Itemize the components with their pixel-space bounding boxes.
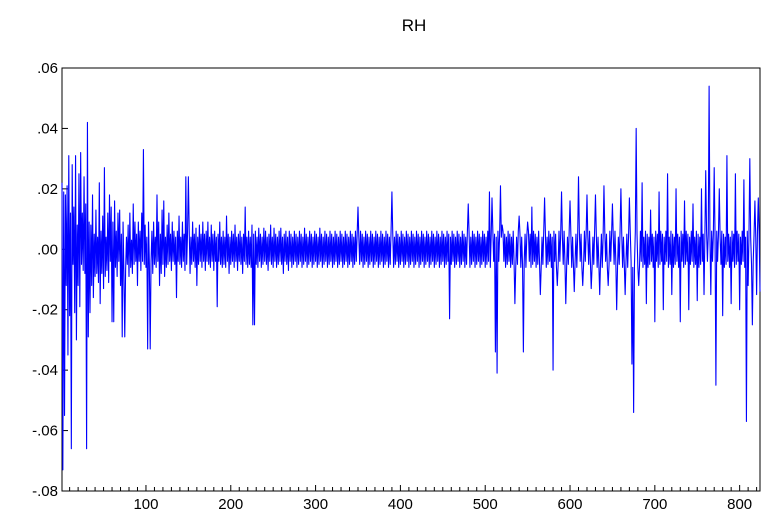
x-tick-label: 500 [473,496,498,513]
y-tick-label: .04 [37,120,58,137]
x-tick-label: 800 [727,496,752,513]
series-line-rh [61,85,761,471]
x-tick-label: 100 [133,496,158,513]
x-tick-label: 400 [388,496,413,513]
x-tick-label: 700 [642,496,667,513]
y-tick-label: -.06 [32,423,58,440]
y-tick-label: .02 [37,181,58,198]
x-tick-label: 200 [218,496,243,513]
x-tick-label: 300 [303,496,328,513]
y-tick-label: -.08 [32,483,58,500]
x-tick-label: 600 [558,496,583,513]
chart-title: RH [402,16,427,35]
series-layer [61,85,761,471]
y-axis: .06 .04 .02 .00 -.02 -.04 -.06 -.08 [32,60,68,500]
y-tick-label: .00 [37,241,58,258]
y-tick-label: -.04 [32,362,58,379]
y-tick-label: -.02 [32,302,58,319]
x-axis: 100 200 300 400 500 600 700 800 [69,485,758,513]
y-tick-label: .06 [37,60,58,77]
